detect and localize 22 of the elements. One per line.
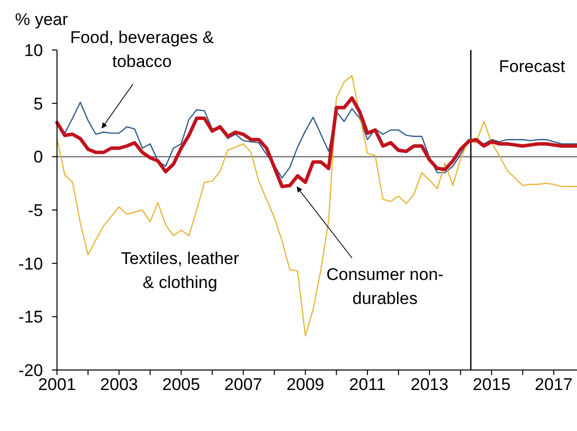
y-tick-label: -15 bbox=[18, 308, 43, 327]
x-tick-label: 2011 bbox=[349, 375, 386, 394]
x-tick-label: 2017 bbox=[534, 375, 573, 394]
y-tick-label: -10 bbox=[18, 254, 43, 274]
y-tick-label: 0 bbox=[34, 148, 43, 167]
x-tick-label: 2009 bbox=[286, 375, 324, 394]
x-tick-label: 2015 bbox=[472, 375, 511, 394]
line-series bbox=[55, 96, 577, 188]
line-series bbox=[56, 75, 577, 336]
x-tick-label: 2013 bbox=[410, 375, 448, 394]
text: Consumer non-durables bbox=[326, 265, 444, 308]
x-tick-label: 2001 bbox=[38, 375, 76, 394]
x-tick-label: 2007 bbox=[224, 375, 262, 394]
series-label: Textiles, leather & clothing bbox=[120, 249, 240, 292]
x-tick-label: 2003 bbox=[100, 375, 138, 394]
y-tick-label: -5 bbox=[28, 200, 43, 220]
y-axis-title: % year bbox=[15, 10, 68, 29]
x-tick-label: 2005 bbox=[162, 375, 200, 394]
ref-line-label: Forecast bbox=[498, 57, 566, 76]
y-tick-label: 10 bbox=[24, 40, 43, 60]
series-label: Food, beverages & tobacco bbox=[70, 28, 214, 71]
y-tick-label: 5 bbox=[34, 94, 43, 114]
